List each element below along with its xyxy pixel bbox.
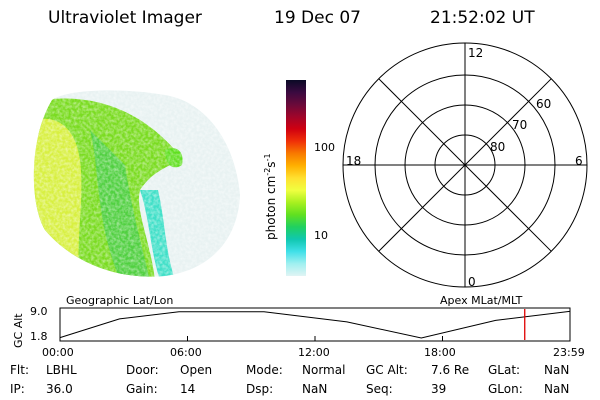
status-key: Mode: bbox=[246, 363, 283, 377]
xtick-1800: 18:00 bbox=[424, 346, 456, 359]
status-key: Seq: bbox=[366, 382, 393, 396]
colorbar bbox=[286, 80, 306, 276]
polar-ring-60: 60 bbox=[536, 97, 552, 111]
apex-label: Apex MLat/MLT bbox=[440, 294, 523, 307]
status-key: Flt: bbox=[10, 363, 29, 377]
xtick-0600: 06:00 bbox=[170, 346, 202, 359]
status-key: Door: bbox=[126, 363, 159, 377]
status-value: 14 bbox=[180, 382, 196, 396]
xtick-1200: 12:00 bbox=[298, 346, 330, 359]
status-key: Gain: bbox=[126, 382, 158, 396]
status-value: Normal bbox=[302, 363, 346, 377]
app-title: Ultraviolet Imager bbox=[48, 8, 202, 28]
status-value: NaN bbox=[302, 382, 328, 396]
altitude-ytick-9: 9.0 bbox=[30, 305, 48, 318]
status-value: LBHL bbox=[46, 363, 77, 377]
polar-ring-70: 70 bbox=[512, 118, 528, 132]
status-key: GC Alt: bbox=[366, 363, 408, 377]
colorbar-tick-10: 10 bbox=[314, 229, 328, 242]
status-value: 7.6 Re bbox=[431, 363, 470, 377]
status-value: NaN bbox=[544, 363, 570, 377]
altitude-ylabel: GC Alt bbox=[12, 313, 25, 348]
polar-label-18: 18 bbox=[346, 154, 362, 168]
polar-ring-80: 80 bbox=[490, 140, 506, 154]
polar-label-0: 0 bbox=[468, 275, 476, 289]
status-value: 39 bbox=[431, 382, 447, 396]
altitude-line bbox=[59, 310, 570, 339]
status-value: NaN bbox=[544, 382, 570, 396]
xtick-2359: 23:59 bbox=[553, 346, 585, 359]
status-key: GLat: bbox=[488, 363, 521, 377]
status-key: GLon: bbox=[488, 382, 523, 396]
status-key: IP: bbox=[10, 382, 25, 396]
colorbar-tick-100: 100 bbox=[314, 141, 335, 154]
polar-label-12: 12 bbox=[468, 46, 484, 60]
header-date: 19 Dec 07 bbox=[274, 8, 361, 28]
xtick-0000: 00:00 bbox=[42, 346, 74, 359]
header-time: 21:52:02 UT bbox=[430, 8, 535, 28]
altitude-ytick-1.8: 1.8 bbox=[30, 330, 48, 343]
status-value: 36.0 bbox=[46, 382, 73, 396]
geographic-label: Geographic Lat/Lon bbox=[66, 294, 174, 307]
status-value: Open bbox=[180, 363, 213, 377]
status-key: Dsp: bbox=[246, 382, 274, 396]
polar-label-6: 6 bbox=[575, 154, 583, 168]
